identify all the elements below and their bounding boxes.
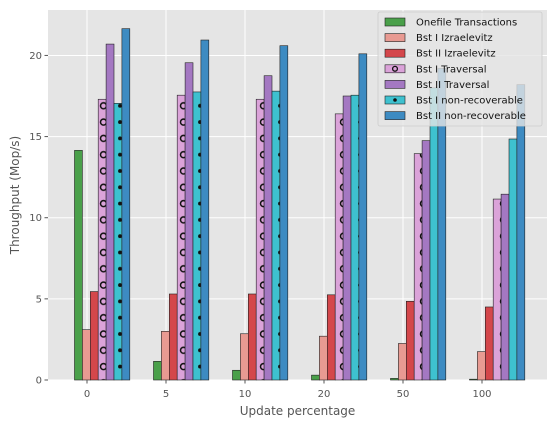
bar-bst-i-izraelevitz xyxy=(82,329,91,381)
bar-hatch-bst-i-traversal xyxy=(335,113,344,380)
x-tick-label: 100 xyxy=(472,389,491,400)
grid-lines xyxy=(48,10,547,381)
bar-hatch-bst-i-non-recoverable xyxy=(114,103,122,380)
legend: Onefile Transactions Bst I Izraelevitz Bst… xyxy=(377,11,543,127)
bar-hatch-bst-i-traversal xyxy=(493,199,502,380)
bar-hatch-bst-i-non-recoverable xyxy=(193,91,201,380)
x-ticks: 0 5 10 20 50 100 xyxy=(84,380,492,400)
bar-hatch-bst-i-traversal xyxy=(177,95,186,381)
x-axis-label: Update percentage xyxy=(240,404,356,418)
bar-hatch-bst-i-traversal xyxy=(98,99,107,380)
legend-label-bst-i-traversal: Bst I Traversal xyxy=(416,64,486,75)
bar-bst-i-izraelevitz xyxy=(477,351,486,381)
bar-bst-ii-izraelevitz xyxy=(326,294,336,381)
y-tick-label: 10 xyxy=(29,213,42,224)
bar-bst-ii-traversal xyxy=(500,193,510,381)
bar-onefile-transactions xyxy=(74,150,83,381)
legend-label-bst-i-izraelevitz: Bst I Izraelevitz xyxy=(416,33,493,44)
bar-bst-ii-non-recoverable xyxy=(279,45,289,381)
bar-onefile-transactions xyxy=(469,378,478,381)
bar-bst-ii-traversal xyxy=(342,95,352,381)
bar-bst-ii-traversal xyxy=(184,62,194,381)
legend-swatch-bst-ii-traversal xyxy=(384,80,406,89)
bar-bst-ii-traversal xyxy=(263,75,273,381)
bar-hatch-bst-i-non-recoverable xyxy=(509,139,517,380)
legend-swatch-bst-i-izraelevitz xyxy=(384,33,406,42)
bar-hatch-bst-i-non-recoverable xyxy=(272,91,280,380)
bar-bst-ii-izraelevitz xyxy=(90,291,99,381)
x-tick-label: 20 xyxy=(318,389,331,400)
bar-bst-ii-traversal xyxy=(421,140,431,381)
bar-hatch-bst-i-non-recoverable xyxy=(351,95,359,381)
bar-bst-ii-izraelevitz xyxy=(405,300,415,381)
y-ticks: 0 5 10 15 20 xyxy=(29,51,48,387)
bar-bst-ii-non-recoverable xyxy=(200,39,210,381)
bar-bst-ii-izraelevitz xyxy=(169,293,178,381)
bar-bst-i-izraelevitz xyxy=(161,331,170,381)
x-tick-label: 10 xyxy=(239,389,252,400)
bar-bst-ii-non-recoverable xyxy=(358,53,368,381)
y-tick-label: 0 xyxy=(36,376,42,387)
legend-label-onefile-transactions: Onefile Transactions xyxy=(416,18,517,29)
bar-bst-ii-non-recoverable xyxy=(121,28,131,381)
bar-bst-ii-non-recoverable xyxy=(516,84,526,381)
legend-frame xyxy=(377,11,543,127)
bar-bst-i-izraelevitz xyxy=(240,333,249,381)
bar-bst-ii-izraelevitz xyxy=(248,293,257,381)
y-axis-label: Throughput (Mop/s) xyxy=(8,136,22,256)
x-tick-label: 5 xyxy=(163,389,169,400)
bars-group xyxy=(74,28,526,381)
legend-label-bst-ii-izraelevitz: Bst II Izraelevitz xyxy=(416,49,496,60)
bar-bst-i-izraelevitz xyxy=(319,335,328,381)
legend-swatch-bst-ii-non-recoverable xyxy=(384,111,406,120)
bar-hatch-bst-i-traversal xyxy=(414,153,423,380)
bar-onefile-transactions xyxy=(390,378,399,381)
bar-bst-i-izraelevitz xyxy=(398,343,407,381)
y-tick-label: 15 xyxy=(29,132,42,143)
x-tick-label: 0 xyxy=(84,389,90,400)
legend-hatch-bst-i-non-recoverable xyxy=(393,98,397,102)
legend-hatch-bst-i-traversal xyxy=(391,65,399,72)
bar-bst-ii-izraelevitz xyxy=(484,306,494,381)
y-tick-label: 5 xyxy=(36,294,42,305)
legend-swatch-onefile-transactions xyxy=(384,17,406,27)
y-tick-label: 20 xyxy=(29,51,42,62)
bar-onefile-transactions xyxy=(232,369,241,381)
legend-label-bst-ii-traversal: Bst II Traversal xyxy=(416,80,489,91)
legend-swatch-bst-i-traversal xyxy=(384,64,406,74)
bar-onefile-transactions xyxy=(311,374,320,381)
bar-onefile-transactions xyxy=(153,361,162,381)
legend-swatch-bst-ii-izraelevitz xyxy=(384,48,406,58)
bar-bst-ii-traversal xyxy=(105,43,115,381)
bar-hatch-bst-i-non-recoverable xyxy=(430,87,438,380)
bar-hatch-bst-i-traversal xyxy=(256,99,265,380)
x-tick-label: 50 xyxy=(397,389,410,400)
legend-label-bst-i-non-recoverable: Bst I non-recoverable xyxy=(416,96,523,107)
legend-label-bst-ii-non-recoverable: Bst II non-recoverable xyxy=(416,111,526,122)
